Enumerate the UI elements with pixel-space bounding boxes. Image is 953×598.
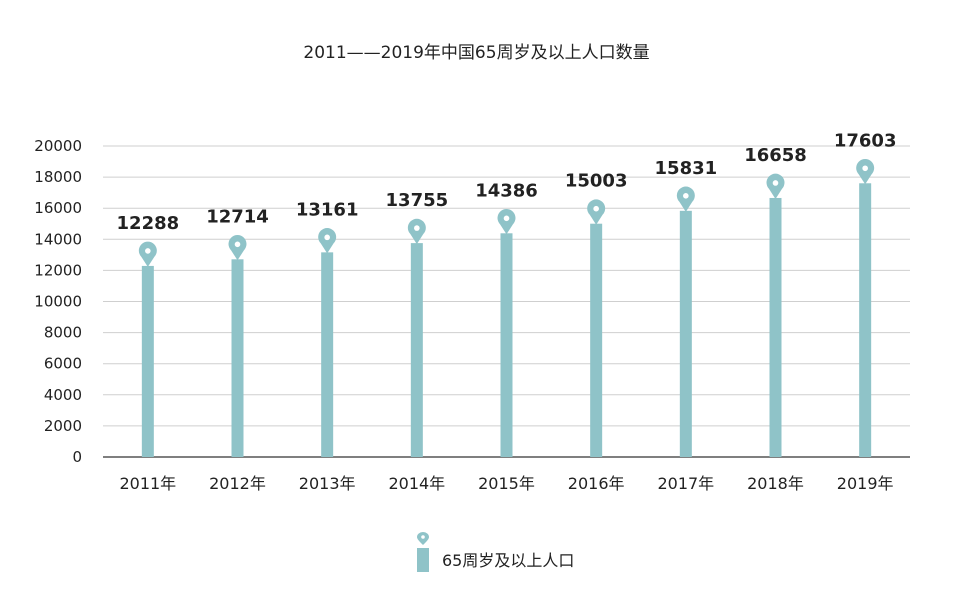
y-tick-label: 18000 <box>34 168 82 186</box>
map-pin-icon <box>138 241 157 267</box>
map-pin-icon <box>497 208 516 235</box>
chart-title: 2011——2019年中国65周岁及以上人口数量 <box>303 43 650 63</box>
y-tick-label: 0 <box>72 448 82 466</box>
y-tick-label: 10000 <box>34 293 82 311</box>
x-tick-label: 2018年 <box>747 474 804 493</box>
bar <box>859 183 872 457</box>
bar <box>500 233 513 457</box>
map-pin-icon <box>318 228 337 254</box>
y-tick-label: 2000 <box>44 417 82 435</box>
legend-pin-icon <box>417 532 429 545</box>
y-tick-label: 4000 <box>44 386 82 404</box>
y-axis-ticks: 0 2000 4000 6000 8000 10000 12000 14000 16000 180… <box>34 137 82 466</box>
y-tick-label: 14000 <box>34 230 82 248</box>
bar <box>141 265 154 457</box>
x-tick-label: 2014年 <box>388 474 445 493</box>
data-label: 17603 <box>834 130 897 151</box>
x-tick-label: 2013年 <box>299 474 356 493</box>
bar <box>769 197 782 458</box>
bar <box>410 243 423 457</box>
legend-marker <box>417 532 429 572</box>
map-pin-icon <box>676 186 695 212</box>
x-tick-label: 2012年 <box>209 474 266 493</box>
data-label: 12288 <box>117 213 180 234</box>
map-pin-icon <box>228 234 247 261</box>
data-label: 15003 <box>565 171 628 192</box>
map-pin-icon <box>407 218 426 245</box>
bar <box>321 252 334 457</box>
map-pin-icon <box>766 173 785 199</box>
y-tick-label: 8000 <box>44 324 82 342</box>
legend-bar-swatch <box>417 548 429 572</box>
x-tick-label: 2016年 <box>568 474 625 493</box>
x-tick-label: 2015年 <box>478 474 535 493</box>
x-tick-label: 2017年 <box>657 474 714 493</box>
data-label: 12714 <box>206 206 269 227</box>
bar <box>231 259 244 457</box>
map-pin-icon <box>856 158 875 185</box>
data-label: 15831 <box>655 158 718 179</box>
x-tick-label: 2011年 <box>119 474 176 493</box>
data-label: 16658 <box>744 145 807 166</box>
x-tick-label: 2019年 <box>837 474 894 493</box>
data-label: 13161 <box>296 199 359 220</box>
y-tick-label: 20000 <box>34 137 82 155</box>
data-label: 13755 <box>386 190 449 211</box>
y-tick-label: 12000 <box>34 261 82 279</box>
map-pin-icon <box>587 199 606 225</box>
y-tick-label: 16000 <box>34 199 82 217</box>
legend-label: 65周岁及以上人口 <box>442 551 575 570</box>
y-tick-label: 6000 <box>44 355 82 373</box>
bar <box>590 223 603 457</box>
bars: 12288 12714 13161 13755 14386 15003 15831 16658… <box>117 130 897 458</box>
bar <box>679 210 692 457</box>
data-label: 14386 <box>475 180 538 201</box>
x-axis-ticks: 2011年 2012年 2013年 2014年 2015年 2016年 2017年 2018年… <box>119 474 893 493</box>
